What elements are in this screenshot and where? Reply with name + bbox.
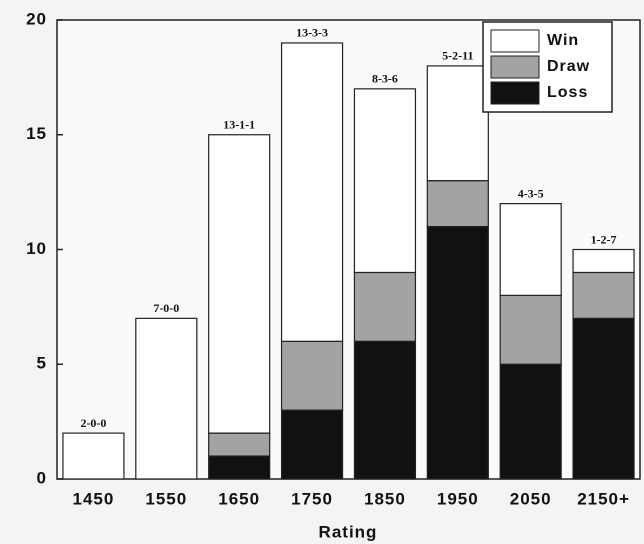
x-tick-label: 1450 <box>73 489 115 508</box>
bar-label: 4-3-5 <box>518 186 544 200</box>
y-tick-label: 5 <box>37 354 47 373</box>
x-tick-label: 1950 <box>437 489 479 508</box>
bar-label: 5-2-11 <box>442 49 473 63</box>
y-tick-label: 0 <box>37 468 47 487</box>
y-tick-label: 10 <box>26 239 47 258</box>
y-tick-label: 20 <box>26 9 47 28</box>
bar-label: 8-3-6 <box>372 72 398 86</box>
bar-segment <box>499 203 562 297</box>
legend-swatch <box>490 29 540 53</box>
bar-segment <box>426 65 489 182</box>
bar-segment <box>280 409 344 480</box>
x-tick-label: 1650 <box>218 489 260 508</box>
bar-label: 1-2-7 <box>591 232 617 246</box>
legend-label: Draw <box>547 58 590 75</box>
y-tick-label: 15 <box>26 124 47 143</box>
legend-label: Loss <box>547 84 588 101</box>
x-tick-label: 2150+ <box>577 489 630 508</box>
bar-segment <box>135 317 198 480</box>
x-tick-label: 1850 <box>364 489 406 508</box>
legend-swatch <box>490 55 540 79</box>
bar-segment <box>499 363 562 480</box>
bar-segment <box>572 271 635 319</box>
x-axis-label: Rating <box>319 522 378 541</box>
x-tick-label: 1750 <box>291 489 333 508</box>
bar-segment <box>280 42 344 342</box>
x-tick-label: 2050 <box>510 489 552 508</box>
bar-segment <box>499 294 562 365</box>
x-tick-label: 1550 <box>145 489 187 508</box>
bar-segment <box>572 248 635 274</box>
bar-segment <box>62 432 125 480</box>
bar-segment <box>426 180 489 228</box>
bar-label: 7-0-0 <box>153 301 179 315</box>
bar-segment <box>353 271 417 342</box>
bar-label: 13-1-1 <box>223 118 255 132</box>
bar-segment <box>208 432 271 457</box>
bar-label: 2-0-0 <box>80 416 106 430</box>
legend-label: Win <box>547 32 579 49</box>
legend-swatch <box>490 81 540 105</box>
bar-segment <box>208 134 271 434</box>
bar-label: 13-3-3 <box>296 26 328 40</box>
bar-segment <box>572 317 635 480</box>
bar-segment <box>208 455 271 480</box>
bar-segment <box>280 340 344 411</box>
bar-segment <box>426 225 489 480</box>
bar-segment <box>353 340 417 480</box>
bar-segment <box>353 88 417 274</box>
